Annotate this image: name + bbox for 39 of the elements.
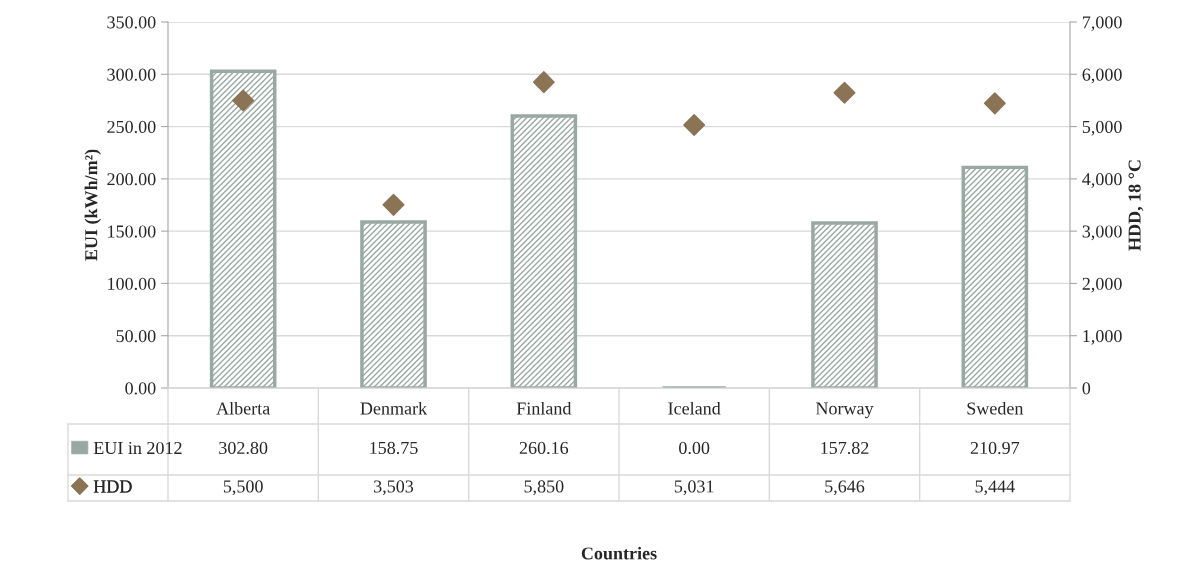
x-tick-label: Norway — [815, 402, 874, 419]
y2-axis-title: HDD, 18 °C — [1128, 160, 1144, 251]
legend-label: EUI in 2012 — [93, 441, 182, 455]
y-tick-label: 350.00 — [107, 16, 156, 29]
y-tick-label: 250.00 — [107, 120, 156, 134]
x-tick-label: Iceland — [668, 401, 721, 415]
text: Countries — [581, 546, 657, 560]
data-label: 0.00 — [679, 441, 710, 455]
x-tick-label: Finland — [516, 401, 572, 415]
y2-tick-label: 0 — [1082, 382, 1091, 395]
data-label: 5,646 — [825, 480, 865, 496]
data-label: 157.82 — [821, 441, 869, 455]
y2-tick-label: 5,000 — [1082, 120, 1122, 136]
data-label: 5,850 — [524, 480, 564, 496]
y2-tick-label: 1,000 — [1083, 329, 1122, 345]
legend-label: HDD — [93, 480, 132, 493]
y-tick-label: 200.00 — [107, 173, 156, 186]
data-label: 5,031 — [674, 480, 714, 496]
y2-tick-label: 6,000 — [1082, 68, 1122, 84]
x-tick-label: Denmark — [360, 401, 428, 415]
data-label: 260.16 — [519, 441, 569, 455]
y-tick-label: 100.00 — [108, 277, 156, 290]
y-tick-label: 300.00 — [107, 68, 156, 81]
data-label: 158.75 — [370, 441, 418, 455]
y-tick-label: 50.00 — [116, 329, 156, 343]
y-tick-label: 0.00 — [125, 382, 156, 395]
data-label: 3,503 — [374, 480, 414, 496]
y-tick-label: 150.00 — [108, 225, 156, 238]
y2-tick-label: 2,000 — [1082, 277, 1122, 293]
y2-tick-label: 7,000 — [1083, 16, 1122, 32]
x-tick-label: Sweden — [967, 401, 1024, 415]
data-label: 5,444 — [975, 480, 1015, 496]
y2-tick-label: 3,000 — [1082, 225, 1122, 241]
data-label: 302.80 — [219, 441, 268, 455]
y2-tick-label: 4,000 — [1082, 173, 1122, 188]
x-tick-label: Alberta — [216, 401, 270, 415]
y-axis-title: EUI (kWh/m²) — [84, 149, 101, 261]
data-label: 210.97 — [970, 441, 1020, 455]
data-label: 5,500 — [223, 480, 263, 496]
